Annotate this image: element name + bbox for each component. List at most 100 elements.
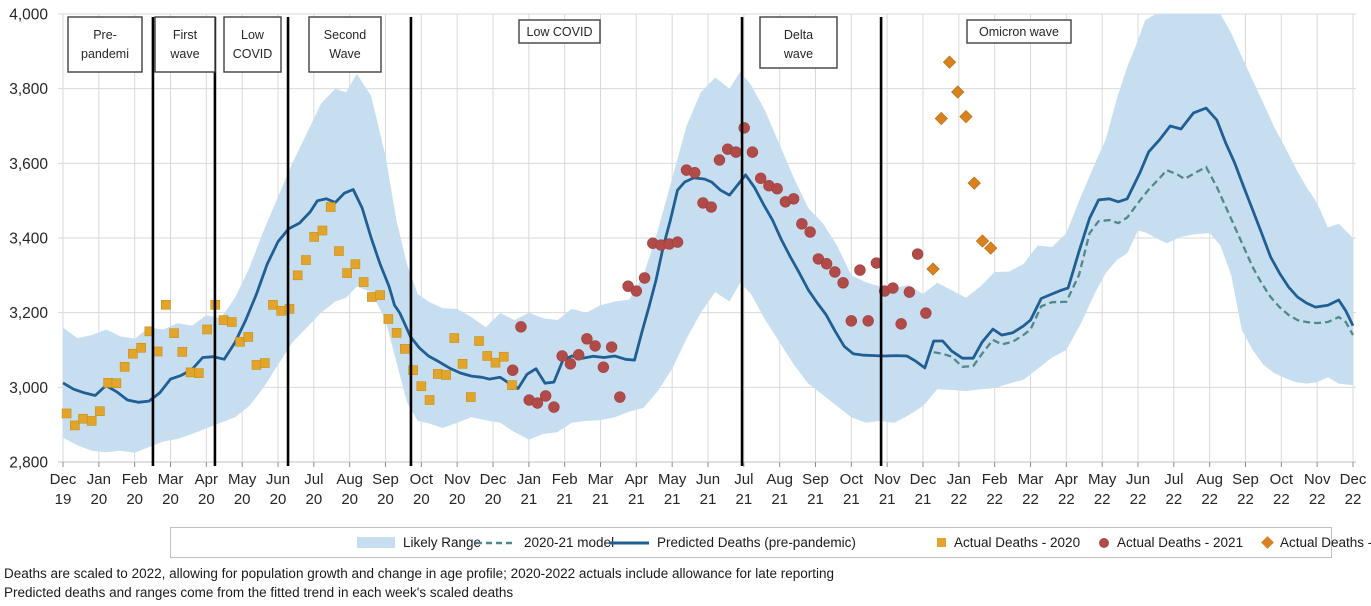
actual-2022-points: [926, 55, 998, 276]
x-axis-label-year: 20: [90, 491, 107, 508]
x-axis-label-year: 20: [449, 491, 466, 508]
legend-swatch-circle: [1099, 537, 1109, 548]
x-axis-label-year: 21: [664, 491, 681, 508]
x-axis-label-month: Dec: [50, 471, 77, 488]
x-axis-label-month: Jan: [87, 471, 111, 488]
x-axis-label-year: 21: [700, 491, 717, 508]
x-axis-label-year: 19: [55, 491, 72, 508]
x-axis-label-year: 21: [771, 491, 788, 508]
x-axis-label-month: Jun: [696, 471, 720, 488]
legend-item-likely-range: Likely Range: [357, 528, 481, 557]
x-axis-label-month: Feb: [552, 471, 578, 488]
wave-label-box: Pre-pandemi: [67, 16, 143, 73]
x-axis-label-year: 22: [986, 491, 1003, 508]
y-axis-label: 2,800: [9, 455, 48, 472]
x-axis-label-month: Oct: [410, 471, 434, 488]
x-axis-label-month: Sep: [802, 471, 829, 488]
x-axis-label-month: Dec: [910, 471, 937, 488]
x-axis-label-month: Apr: [1055, 471, 1078, 488]
x-axis-label-month: Feb: [122, 471, 148, 488]
x-axis-label-year: 22: [1345, 491, 1362, 508]
wave-label-box: First wave: [154, 16, 216, 73]
predicted-deaths-line: [62, 106, 1355, 404]
x-axis-label-year: 20: [270, 491, 287, 508]
legend-swatch-band: [357, 537, 395, 548]
legend-swatch-dash: [476, 541, 516, 544]
x-axis-label-year: 20: [485, 491, 502, 508]
legend-label: Likely Range: [403, 535, 482, 550]
x-axis-label-year: 22: [1058, 491, 1075, 508]
y-axis-label: 4,000: [9, 7, 48, 24]
x-axis-label-year: 22: [1130, 491, 1147, 508]
chart-legend: Likely Range 2020-21 model Predicted Death…: [170, 527, 1371, 558]
legend-label: Actual Deaths - 2022: [1280, 535, 1371, 550]
svg-text:wave: wave: [169, 47, 199, 61]
x-axis-label-year: 20: [413, 491, 430, 508]
wave-boundary-lines: [151, 17, 883, 466]
x-axis-label-month: Jun: [1126, 471, 1150, 488]
y-axis-label: 3,200: [9, 305, 48, 322]
legend-item-actual-2020: Actual Deaths - 2020: [937, 528, 1080, 557]
wave-label-box: Delta wave: [759, 16, 838, 69]
x-axis-label-year: 21: [592, 491, 609, 508]
footnote-scaling: Deaths are scaled to 2022, allowing for …: [4, 566, 835, 581]
x-axis-label-year: 21: [843, 491, 860, 508]
svg-text:Pre-: Pre-: [93, 28, 117, 42]
x-axis-label-year: 22: [1273, 491, 1290, 508]
x-axis-label-year: 21: [628, 491, 645, 508]
legend-label: 2020-21 model: [524, 535, 615, 550]
footnote-predicted: Predicted deaths and ranges come from th…: [4, 585, 514, 600]
x-axis-label-month: Mar: [588, 471, 614, 488]
x-axis-label-month: Jul: [734, 471, 753, 488]
x-axis-label-year: 21: [879, 491, 896, 508]
svg-text:First: First: [173, 28, 198, 42]
x-axis-labels: Dec 19 Jan 20 Feb 20 Mar 20 Apr 20 May 20 Jun 20 Jul 20…: [50, 471, 1367, 508]
x-axis-label-month: Dec: [1340, 471, 1367, 488]
wave-label-box: Low COVID: [223, 16, 282, 73]
x-axis-label-month: Mar: [1018, 471, 1044, 488]
legend-label: Predicted Deaths (pre-pandemic): [657, 535, 856, 550]
x-axis-label-month: Nov: [874, 471, 901, 488]
actual-2021-points: [507, 122, 932, 413]
legend-item-model-2020-21: 2020-21 model: [476, 528, 614, 557]
x-axis-label-month: Sep: [1232, 471, 1259, 488]
x-axis-label-month: Oct: [1270, 471, 1294, 488]
mortality-chart-canvas: Pre-pandemi First wave Low COVID Second Wave Lo…: [9, 7, 1367, 509]
likely-range-band: [63, 14, 1353, 453]
y-axis-label: 3,600: [9, 156, 48, 173]
legend-item-actual-2021: Actual Deaths - 2021: [1099, 528, 1243, 557]
x-axis-label-year: 20: [234, 491, 251, 508]
x-axis-label-month: May: [1088, 471, 1117, 488]
svg-text:Wave: Wave: [329, 47, 361, 61]
legend-swatch-solid: [609, 541, 649, 544]
x-axis-label-month: Dec: [480, 471, 507, 488]
svg-text:COVID: COVID: [233, 47, 273, 61]
legend-label: Actual Deaths - 2021: [1117, 535, 1244, 550]
x-axis-label-year: 22: [1022, 491, 1039, 508]
x-axis-label-year: 20: [162, 491, 179, 508]
svg-text:pandemi: pandemi: [81, 47, 129, 61]
x-axis-label-month: Nov: [444, 471, 471, 488]
legend-item-predicted: Predicted Deaths (pre-pandemic): [609, 528, 856, 557]
legend-item-actual-2022: Actual Deaths - 2022: [1261, 528, 1371, 557]
x-axis-label-month: Jun: [266, 471, 290, 488]
x-axis-label-year: 22: [1094, 491, 1111, 508]
legend-swatch-diamond: [1261, 536, 1274, 549]
x-axis-label-year: 22: [1165, 491, 1182, 508]
wave-label-box: Low COVID: [518, 19, 601, 44]
x-axis-label-month: Aug: [1196, 471, 1223, 488]
x-axis-label-year: 22: [1237, 491, 1254, 508]
y-axis-label: 3,400: [9, 231, 48, 248]
y-axis-label: 3,000: [9, 380, 48, 397]
legend-swatch-square: [937, 538, 946, 547]
x-axis-label-year: 20: [126, 491, 143, 508]
x-axis-label-month: Aug: [766, 471, 793, 488]
x-axis-label-month: Apr: [625, 471, 648, 488]
x-axis-label-year: 21: [556, 491, 573, 508]
y-axis-label: 3,800: [9, 81, 48, 98]
x-axis-label-year: 22: [1309, 491, 1326, 508]
x-axis-label-month: Jul: [304, 471, 323, 488]
x-axis-label-year: 21: [807, 491, 824, 508]
svg-text:Omicron wave: Omicron wave: [979, 25, 1059, 39]
